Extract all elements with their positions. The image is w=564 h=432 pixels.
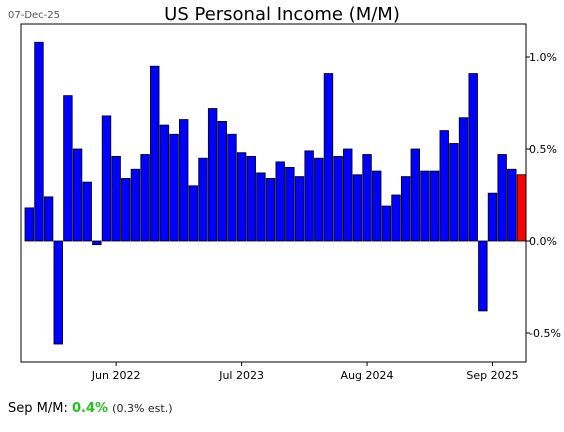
footer-value: 0.4%	[71, 401, 109, 416]
bar	[468, 73, 478, 242]
bar	[207, 108, 218, 242]
y-axis: 1.0% 0.5% 0.0% -0.5%	[526, 51, 561, 340]
bar	[352, 174, 363, 242]
y-tick-label: -0.5%	[529, 327, 561, 340]
bar	[92, 240, 102, 246]
bar	[178, 119, 189, 242]
bar	[43, 196, 54, 242]
bar	[323, 73, 334, 242]
bar	[391, 194, 401, 242]
bar	[130, 168, 141, 242]
bar	[227, 133, 237, 242]
bars-group	[24, 41, 527, 345]
bar	[362, 154, 372, 242]
bar	[121, 178, 131, 242]
footer-summary: Sep M/M: 0.4% (0.3% est.)	[8, 401, 173, 416]
bar	[265, 178, 276, 242]
bar	[507, 168, 517, 242]
bar	[159, 124, 170, 242]
bar	[429, 170, 440, 242]
bar	[111, 155, 121, 242]
x-tick-label: Jun 2022	[91, 369, 141, 382]
bar	[246, 155, 256, 242]
bar	[304, 150, 314, 242]
bar	[497, 154, 507, 242]
bar	[275, 161, 285, 242]
bar	[410, 148, 421, 242]
bar	[236, 152, 247, 242]
bar	[101, 115, 112, 242]
bar	[82, 181, 92, 242]
x-tick-label: Jul 2023	[218, 369, 264, 382]
x-axis: Jun 2022 Jul 2023 Aug 2024 Sep 2025	[91, 362, 519, 382]
y-tick-label: 1.0%	[529, 51, 557, 64]
bar	[53, 240, 63, 345]
bar	[150, 65, 160, 242]
bar	[294, 176, 305, 242]
bar	[285, 166, 295, 242]
bar	[449, 143, 459, 242]
bar	[420, 170, 430, 242]
x-tick-label: Aug 2024	[341, 369, 394, 382]
bar	[256, 172, 266, 242]
footer-label: Sep M/M:	[8, 401, 68, 416]
bar	[217, 121, 228, 242]
bar	[371, 170, 382, 242]
bar	[72, 148, 83, 242]
bar	[63, 95, 73, 242]
bar	[478, 240, 488, 312]
bar-latest	[516, 174, 527, 242]
bar	[343, 148, 353, 242]
bar	[188, 185, 199, 242]
bar	[458, 117, 469, 242]
footer-estimate: (0.3% est.)	[112, 402, 173, 415]
chart-title: US Personal Income (M/M)	[164, 4, 400, 25]
bar	[198, 157, 208, 242]
bar	[439, 130, 449, 242]
bar	[169, 133, 179, 242]
bar	[24, 207, 35, 242]
y-tick-label: 0.0%	[529, 235, 557, 248]
bar	[333, 155, 343, 242]
bar	[140, 154, 150, 242]
date-stamp: 07-Dec-25	[8, 10, 61, 21]
x-tick-label: Sep 2025	[466, 369, 518, 382]
y-tick-label: 0.5%	[529, 143, 557, 156]
bar	[487, 192, 498, 242]
bar	[400, 176, 411, 242]
bar	[381, 205, 392, 242]
bar	[314, 157, 324, 242]
bar	[34, 41, 44, 242]
